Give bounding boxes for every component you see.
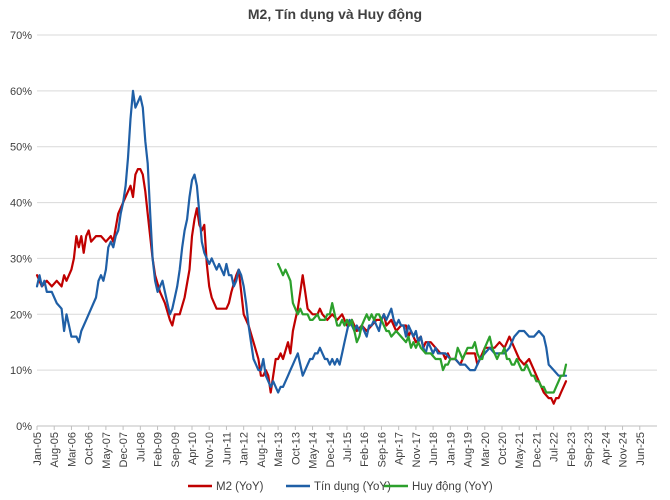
x-tick-label: Jul-15 — [342, 432, 354, 462]
x-tick-label: Feb-09 — [153, 432, 165, 467]
x-tick-label: Aug-12 — [256, 432, 268, 467]
x-tick-label: Jun-25 — [635, 432, 647, 466]
x-tick-label: Jul-08 — [135, 432, 147, 462]
y-tick-label: 30% — [10, 253, 32, 265]
x-tick-label: May-21 — [514, 432, 526, 469]
x-tick-label: Nov-17 — [411, 432, 423, 467]
x-tick-label: Jan-05 — [32, 432, 44, 466]
x-tick-label: Oct-06 — [84, 432, 96, 465]
x-tick-label: Jul-22 — [549, 432, 561, 462]
x-tick-label: Jan-12 — [239, 432, 251, 466]
series-line-1 — [35, 168, 568, 405]
x-tick-label: Feb-23 — [566, 432, 578, 467]
y-tick-label: 0% — [16, 421, 32, 433]
y-tick-label: 70% — [10, 30, 32, 42]
legend-label: Tín dụng (YoY) — [314, 481, 391, 493]
y-tick-label: 50% — [10, 142, 32, 154]
x-tick-label: Nov-24 — [618, 432, 630, 467]
x-tick-label: Nov-10 — [204, 432, 216, 467]
series-line-2 — [35, 89, 568, 394]
x-tick-label: Dec-14 — [325, 432, 337, 467]
x-tick-label: Oct-20 — [497, 432, 509, 465]
x-tick-label: May-14 — [308, 432, 320, 469]
legend-label: Huy động (YoY) — [412, 481, 493, 493]
x-tick-label: Dec-21 — [531, 432, 543, 467]
x-tick-label: Sep-16 — [376, 432, 388, 467]
x-tick-label: Mar-20 — [480, 432, 492, 467]
x-tick-label: Mar-06 — [66, 432, 78, 467]
x-tick-label: Jun-18 — [428, 432, 440, 466]
x-tick-label: Oct-13 — [290, 432, 302, 465]
x-tick-label: Jan-19 — [445, 432, 457, 466]
series-line-3 — [277, 262, 568, 394]
x-tick-label: Apr-24 — [600, 432, 612, 465]
y-tick-label: 10% — [10, 365, 32, 377]
x-tick-label: Feb-16 — [359, 432, 371, 467]
x-tick-label: Apr-10 — [187, 432, 199, 465]
x-tick-label: Apr-17 — [394, 432, 406, 465]
x-tick-label: Aug-19 — [463, 432, 475, 467]
x-tick-label: Sep-23 — [583, 432, 595, 467]
x-tick-label: May-07 — [101, 432, 113, 469]
x-tick-label: Dec-07 — [118, 432, 130, 467]
chart-title: M2, Tín dụng và Huy động — [247, 6, 423, 22]
x-tick-label: Aug-05 — [49, 432, 61, 467]
x-tick-label: Sep-09 — [170, 432, 182, 467]
y-tick-label: 60% — [10, 86, 32, 98]
y-tick-label: 20% — [10, 309, 32, 321]
y-tick-label: 40% — [10, 198, 32, 210]
legend-label: M2 (YoY) — [216, 481, 264, 493]
x-tick-label: Jun-11 — [221, 432, 233, 465]
x-tick-label: Mar-13 — [273, 432, 285, 467]
